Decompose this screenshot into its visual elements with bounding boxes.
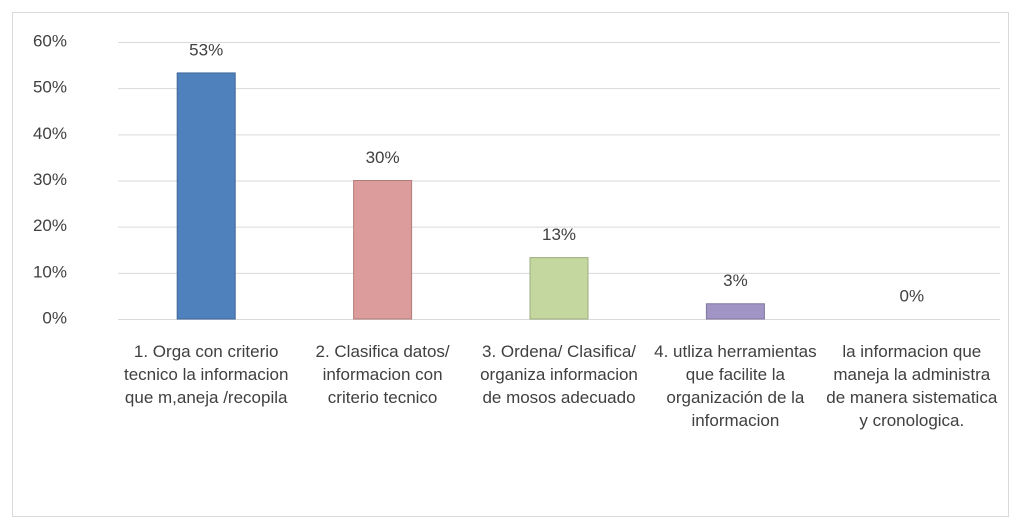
data-label: 30%	[366, 148, 400, 167]
y-tick-label: 20%	[33, 216, 67, 235]
bar	[353, 180, 413, 320]
data-label: 53%	[189, 40, 223, 59]
y-tick-label: 30%	[33, 170, 67, 189]
data-label: 3%	[723, 271, 748, 290]
x-tick-label: 3. Ordena/ Clasifica/ organiza informaci…	[480, 342, 638, 407]
y-tick-label: 40%	[33, 124, 67, 143]
x-tick-label: la informacion que maneja la administra …	[826, 342, 998, 430]
y-tick-label: 60%	[33, 31, 67, 50]
y-tick-label: 50%	[33, 78, 67, 97]
x-tick-label: 1. Orga con criterio tecnico la informac…	[123, 342, 289, 407]
bar	[529, 257, 589, 320]
x-tick-label: 2. Clasifica datos/ informacion con crit…	[315, 342, 450, 407]
bar	[176, 72, 236, 320]
bar	[705, 303, 765, 320]
y-tick-label: 10%	[33, 262, 67, 281]
y-tick-label: 0%	[42, 308, 67, 327]
x-tick-label: 4. utliza herramientas que facilite la o…	[654, 342, 817, 430]
chart-border	[12, 12, 1009, 517]
data-label: 0%	[900, 286, 925, 305]
data-label: 13%	[542, 225, 576, 244]
